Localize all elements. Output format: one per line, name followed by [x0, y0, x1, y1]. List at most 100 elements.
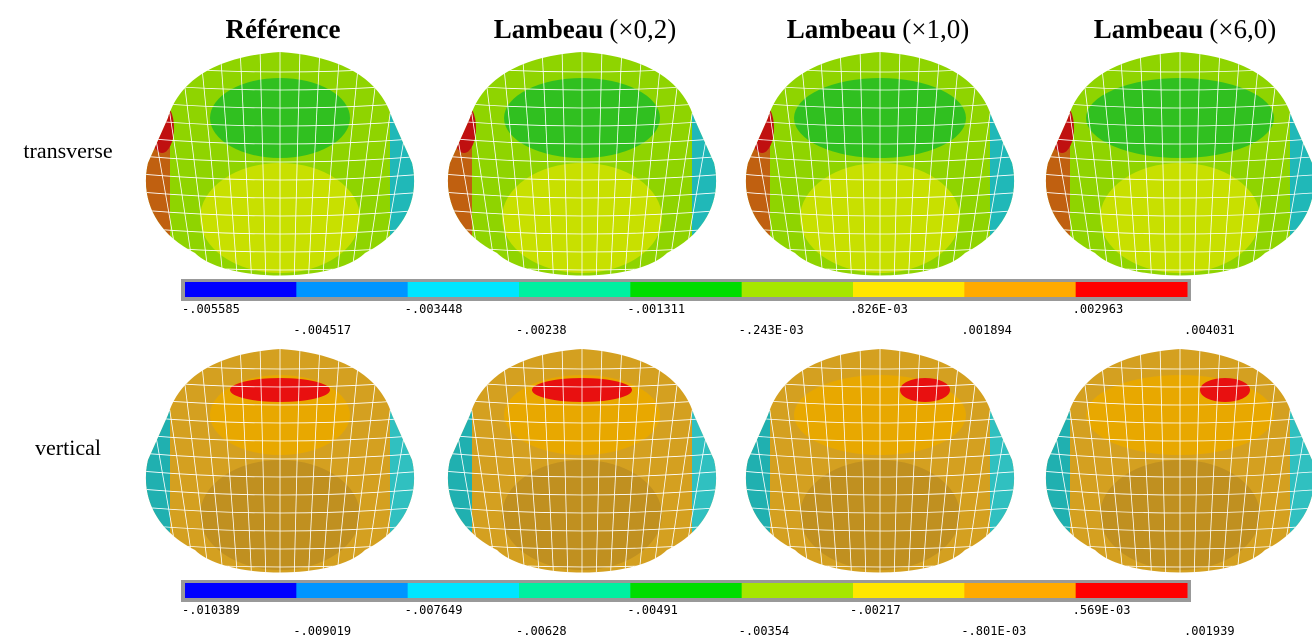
column-title: Référence	[226, 14, 341, 44]
mesh-line	[839, 52, 853, 276]
mesh-line	[609, 52, 623, 276]
mesh-line	[1045, 452, 1312, 460]
mesh-line	[145, 227, 415, 235]
mesh-line	[1221, 52, 1241, 276]
mesh-line	[521, 52, 541, 276]
colorbar-label: .826E-03	[850, 302, 908, 316]
hot-spot	[150, 103, 174, 153]
colorbar-label: .001894	[961, 323, 1012, 337]
mesh-panel	[745, 349, 1015, 573]
hot-spot	[900, 378, 950, 402]
mesh-line	[1045, 119, 1312, 127]
colorbar-segment	[185, 583, 297, 598]
mesh-line	[447, 470, 717, 478]
colorbar-label: -.004517	[293, 323, 351, 337]
mesh-line	[293, 349, 301, 573]
mesh-line	[745, 506, 1015, 514]
mesh-fill	[145, 349, 415, 573]
side-left	[447, 88, 472, 276]
mesh-line	[623, 349, 643, 573]
mesh-panel	[145, 52, 415, 276]
mesh-line	[561, 349, 569, 573]
mesh-line	[239, 349, 253, 573]
mesh-line	[623, 52, 643, 276]
mesh-panel	[1045, 52, 1312, 276]
mesh-line	[745, 209, 1015, 217]
mesh-fill	[1045, 349, 1312, 573]
mesh-line	[239, 52, 253, 276]
mesh-panel	[447, 52, 717, 276]
mesh-line	[1207, 52, 1221, 276]
colorbar-label: -.005585	[182, 302, 240, 316]
mesh-line	[145, 434, 415, 442]
colorbar-segment	[1075, 282, 1188, 297]
colorbar-segment	[741, 282, 854, 297]
title-factor: (×6,0)	[1209, 14, 1276, 44]
mesh-line	[447, 209, 717, 217]
colorbar-segment	[964, 282, 1077, 297]
mesh-line	[447, 155, 717, 163]
mesh-line	[859, 52, 867, 276]
colorbar-label: .569E-03	[1073, 603, 1131, 617]
mesh-line	[1193, 349, 1201, 573]
colorbar-label: .001939	[1184, 624, 1235, 638]
side-right	[1290, 385, 1312, 573]
colorbar-label: -.801E-03	[961, 624, 1026, 638]
colorbar-segment	[296, 282, 409, 297]
mesh-line	[745, 119, 1015, 127]
colorbar-segment	[741, 583, 854, 598]
side-left	[447, 385, 472, 573]
colorbar-label: -.243E-03	[739, 323, 804, 337]
colorbar-segment	[407, 583, 520, 598]
mesh-line	[145, 209, 415, 217]
mesh-line	[541, 52, 555, 276]
mesh-line	[745, 191, 1015, 199]
mesh-line	[321, 349, 341, 573]
colorbar-label: -.007649	[405, 603, 463, 617]
row-label: vertical	[35, 435, 101, 460]
mesh-line	[145, 191, 415, 199]
mesh-line	[259, 52, 267, 276]
title-name: Lambeau	[787, 14, 897, 44]
mesh-line	[1045, 470, 1312, 478]
colorbar-segment	[964, 583, 1077, 598]
side-left	[1045, 385, 1070, 573]
mesh-line	[447, 524, 717, 532]
mesh-line	[145, 488, 415, 496]
colorbar-segment	[407, 282, 520, 297]
colorbar-segment	[296, 583, 409, 598]
colorbar-label: -.00217	[850, 603, 901, 617]
side-left	[145, 385, 170, 573]
mesh-line	[219, 52, 239, 276]
colorbar-segment	[630, 583, 743, 598]
mesh-panel	[745, 52, 1015, 276]
mesh-line	[447, 137, 717, 145]
mesh-line	[1045, 488, 1312, 496]
side-left	[745, 385, 770, 573]
title-name: Lambeau	[494, 14, 604, 44]
colorbar-segment	[519, 583, 631, 598]
side-left	[745, 88, 770, 276]
mesh-panel	[145, 349, 415, 573]
colorbar-label: -.00491	[627, 603, 678, 617]
mesh-line	[447, 119, 717, 127]
mesh-line	[447, 173, 717, 181]
mesh-line	[145, 506, 415, 514]
title-name: Lambeau	[1094, 14, 1204, 44]
mesh-line	[595, 52, 603, 276]
hot-spot	[1050, 103, 1074, 153]
mesh-line	[219, 349, 239, 573]
mesh-line	[1119, 349, 1139, 573]
mesh-line	[145, 452, 415, 460]
mesh-line	[609, 349, 623, 573]
mesh-line	[1045, 173, 1312, 181]
mesh-line	[745, 416, 1015, 424]
side-right	[1290, 88, 1312, 276]
colorbar-segment	[185, 282, 297, 297]
mesh-line	[745, 434, 1015, 442]
mesh-line	[907, 349, 921, 573]
mesh-fill	[1045, 52, 1312, 276]
title-factor: (×1,0)	[902, 14, 969, 44]
mesh-fill	[447, 52, 717, 276]
